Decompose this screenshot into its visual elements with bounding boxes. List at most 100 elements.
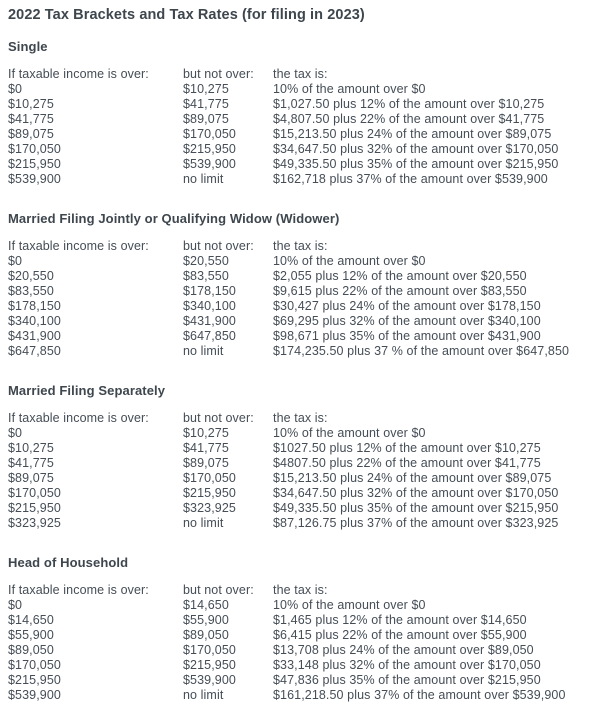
cell-over: $170,050 <box>8 142 61 156</box>
cell-not-over: no limit <box>183 172 224 186</box>
tax-table: If taxable income is over: but not over: t… <box>8 411 596 531</box>
cell-tax: 10% of the amount over $0 <box>273 426 426 440</box>
cell-tax: $162,718 plus 37% of the amount over $53… <box>273 172 548 186</box>
cell-over: $647,850 <box>8 344 61 358</box>
cell-not-over: $170,050 <box>183 471 236 485</box>
col-header-not-over: but not over: <box>183 239 254 253</box>
cell-not-over: $323,925 <box>183 501 236 515</box>
cell-not-over: $170,050 <box>183 127 236 141</box>
cell-tax: $2,055 plus 12% of the amount over $20,5… <box>273 269 527 283</box>
cell-tax: $15,213.50 plus 24% of the amount over $… <box>273 471 552 485</box>
cell-over: $539,900 <box>8 172 61 186</box>
tax-section: Head of Household If taxable income is ov… <box>8 555 596 703</box>
cell-not-over: $340,100 <box>183 299 236 313</box>
cell-tax: $4807.50 plus 22% of the amount over $41… <box>273 456 541 470</box>
cell-over: $10,275 <box>8 97 54 111</box>
cell-over: $340,100 <box>8 314 61 328</box>
cell-tax: $69,295 plus 32% of the amount over $340… <box>273 314 541 328</box>
cell-tax: $87,126.75 plus 37% of the amount over $… <box>273 516 559 530</box>
cell-not-over: $178,150 <box>183 284 236 298</box>
tax-section: Single If taxable income is over: but not … <box>8 39 596 187</box>
cell-over: $431,900 <box>8 329 61 343</box>
cell-tax: $49,335.50 plus 35% of the amount over $… <box>273 501 559 515</box>
col-header-not-over: but not over: <box>183 583 254 597</box>
cell-not-over: $215,950 <box>183 142 236 156</box>
cell-over: $83,550 <box>8 284 54 298</box>
cell-not-over: no limit <box>183 688 224 702</box>
cell-over: $170,050 <box>8 486 61 500</box>
cell-tax: $49,335.50 plus 35% of the amount over $… <box>273 157 559 171</box>
cell-tax: $34,647.50 plus 32% of the amount over $… <box>273 486 559 500</box>
cell-tax: $6,415 plus 22% of the amount over $55,9… <box>273 628 527 642</box>
cell-over: $178,150 <box>8 299 61 313</box>
col-header-over: If taxable income is over: <box>8 239 149 253</box>
col-header-not-over: but not over: <box>183 411 254 425</box>
cell-over: $20,550 <box>8 269 54 283</box>
cell-over: $539,900 <box>8 688 61 702</box>
cell-over: $89,075 <box>8 127 54 141</box>
cell-not-over: $83,550 <box>183 269 229 283</box>
cell-not-over: $41,775 <box>183 97 229 111</box>
cell-tax: $1027.50 plus 12% of the amount over $10… <box>273 441 541 455</box>
cell-tax: $161,218.50 plus 37% of the amount over … <box>273 688 566 702</box>
cell-not-over: $89,075 <box>183 456 229 470</box>
cell-not-over: $55,900 <box>183 613 229 627</box>
tax-section: Married Filing Jointly or Qualifying Wid… <box>8 211 596 359</box>
cell-over: $14,650 <box>8 613 54 627</box>
cell-over: $55,900 <box>8 628 54 642</box>
col-header-over: If taxable income is over: <box>8 67 149 81</box>
cell-over: $170,050 <box>8 658 61 672</box>
cell-tax: $1,027.50 plus 12% of the amount over $1… <box>273 97 545 111</box>
cell-tax: $15,213.50 plus 24% of the amount over $… <box>273 127 552 141</box>
cell-not-over: $41,775 <box>183 441 229 455</box>
cell-not-over: $89,075 <box>183 112 229 126</box>
cell-tax: $47,836 plus 35% of the amount over $215… <box>273 673 541 687</box>
col-header-over: If taxable income is over: <box>8 583 149 597</box>
cell-tax: $30,427 plus 24% of the amount over $178… <box>273 299 541 313</box>
cell-over: $41,775 <box>8 456 54 470</box>
cell-over: $0 <box>8 254 23 268</box>
cell-tax: $1,465 plus 12% of the amount over $14,6… <box>273 613 527 627</box>
section-heading: Married Filing Separately <box>8 383 166 398</box>
cell-over: $10,275 <box>8 441 54 455</box>
cell-not-over: no limit <box>183 344 224 358</box>
cell-tax: $98,671 plus 35% of the amount over $431… <box>273 329 541 343</box>
col-header-tax: the tax is: <box>273 239 328 253</box>
cell-tax: 10% of the amount over $0 <box>273 598 426 612</box>
section-heading: Single <box>8 39 48 54</box>
cell-tax: $34,647.50 plus 32% of the amount over $… <box>273 142 559 156</box>
tax-table: If taxable income is over: but not over: t… <box>8 67 596 187</box>
cell-over: $0 <box>8 82 23 96</box>
cell-not-over: $539,900 <box>183 157 236 171</box>
col-header-tax: the tax is: <box>273 67 328 81</box>
cell-over: $89,050 <box>8 643 54 657</box>
cell-not-over: $14,650 <box>183 598 229 612</box>
cell-over: $0 <box>8 598 23 612</box>
cell-tax: $13,708 plus 24% of the amount over $89,… <box>273 643 534 657</box>
section-heading: Married Filing Jointly or Qualifying Wid… <box>8 211 340 226</box>
col-header-not-over: but not over: <box>183 67 254 81</box>
cell-tax: 10% of the amount over $0 <box>273 254 426 268</box>
tax-table: If taxable income is over: but not over: t… <box>8 583 596 703</box>
col-header-tax: the tax is: <box>273 411 328 425</box>
page-title: 2022 Tax Brackets and Tax Rates (for fil… <box>8 7 365 23</box>
cell-not-over: $10,275 <box>183 426 229 440</box>
col-header-over: If taxable income is over: <box>8 411 149 425</box>
cell-tax: $33,148 plus 32% of the amount over $170… <box>273 658 541 672</box>
cell-not-over: $170,050 <box>183 643 236 657</box>
cell-over: $215,950 <box>8 673 61 687</box>
tax-section: Married Filing Separately If taxable inco… <box>8 383 596 531</box>
cell-over: $41,775 <box>8 112 54 126</box>
cell-over: $0 <box>8 426 23 440</box>
cell-not-over: $215,950 <box>183 658 236 672</box>
section-heading: Head of Household <box>8 555 129 570</box>
cell-not-over: no limit <box>183 516 224 530</box>
cell-not-over: $215,950 <box>183 486 236 500</box>
cell-tax: $174,235.50 plus 37 % of the amount over… <box>273 344 570 358</box>
cell-over: $215,950 <box>8 501 61 515</box>
col-header-tax: the tax is: <box>273 583 328 597</box>
cell-over: $323,925 <box>8 516 61 530</box>
cell-tax: $9,615 plus 22% of the amount over $83,5… <box>273 284 527 298</box>
cell-over: $215,950 <box>8 157 61 171</box>
cell-not-over: $89,050 <box>183 628 229 642</box>
